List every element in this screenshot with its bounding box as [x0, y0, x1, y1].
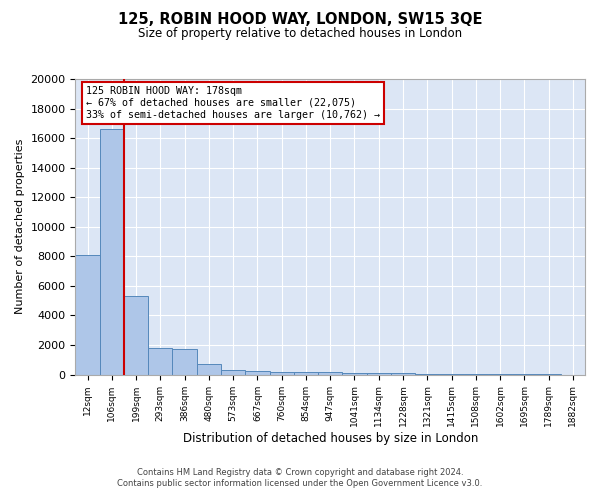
Bar [318, 372, 343, 374]
Bar [294, 372, 318, 374]
Bar [76, 255, 100, 374]
X-axis label: Distribution of detached houses by size in London: Distribution of detached houses by size … [182, 432, 478, 445]
Text: 125, ROBIN HOOD WAY, LONDON, SW15 3QE: 125, ROBIN HOOD WAY, LONDON, SW15 3QE [118, 12, 482, 28]
Bar [148, 348, 172, 374]
Bar [343, 372, 367, 374]
Bar [221, 370, 245, 374]
Y-axis label: Number of detached properties: Number of detached properties [15, 139, 25, 314]
Bar [100, 130, 124, 374]
Bar [367, 373, 391, 374]
Bar [124, 296, 148, 374]
Bar [269, 372, 294, 374]
Text: Contains HM Land Registry data © Crown copyright and database right 2024.
Contai: Contains HM Land Registry data © Crown c… [118, 468, 482, 487]
Text: 125 ROBIN HOOD WAY: 178sqm
← 67% of detached houses are smaller (22,075)
33% of : 125 ROBIN HOOD WAY: 178sqm ← 67% of deta… [86, 86, 380, 120]
Bar [172, 348, 197, 374]
Bar [197, 364, 221, 374]
Bar [245, 372, 269, 374]
Text: Size of property relative to detached houses in London: Size of property relative to detached ho… [138, 28, 462, 40]
